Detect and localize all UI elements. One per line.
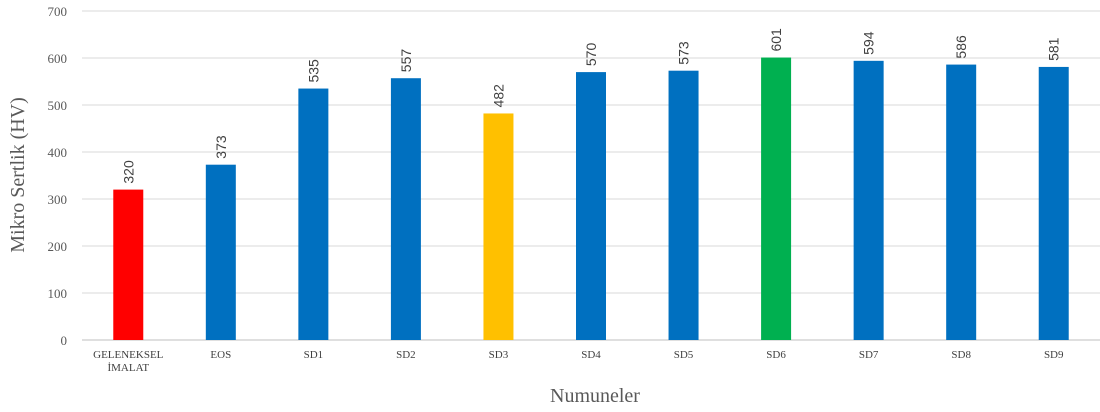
bar [853, 60, 884, 340]
data-labels: 320 373 535 557 482 570 573 601 594 586 581 [120, 28, 1061, 184]
data-label: 601 [768, 28, 784, 52]
y-tick-label: 0 [61, 333, 68, 348]
data-label: 594 [861, 31, 877, 55]
x-tick-label: SD2 [396, 349, 416, 361]
data-label: 535 [305, 59, 321, 83]
y-tick-label: 700 [48, 4, 68, 19]
data-label: 581 [1046, 37, 1062, 61]
x-tick-label: SD6 [766, 349, 786, 361]
bar [298, 88, 329, 340]
data-label: 373 [213, 135, 229, 159]
data-label: 570 [583, 43, 599, 67]
bar [483, 113, 514, 341]
x-axis-title: Numuneler [550, 385, 640, 407]
bar [205, 164, 236, 340]
bar [390, 78, 421, 341]
bar [1038, 66, 1069, 341]
bars [113, 57, 1069, 341]
data-label: 482 [490, 84, 506, 108]
x-tick-label: SD5 [674, 349, 694, 361]
bar [576, 72, 606, 340]
x-tick-label: SD9 [1044, 349, 1064, 361]
bar [113, 189, 144, 340]
x-axis-categories: GELENEKSEL İMALAT EOS SD1 SD2 SD3 SD4 SD5 SD6 SD7… [93, 349, 1064, 374]
x-tick-label: EOS [210, 349, 231, 361]
y-tick-label: 400 [48, 145, 68, 160]
data-label: 557 [398, 49, 414, 73]
x-tick-label: SD3 [489, 349, 509, 361]
data-label: 573 [676, 41, 692, 65]
x-tick-label: SD7 [859, 349, 879, 361]
x-tick-label: SD8 [951, 349, 971, 361]
y-tick-label: 600 [48, 51, 68, 66]
bar [946, 64, 977, 340]
x-tick-label: GELENEKSEL İMALAT [93, 349, 164, 374]
x-tick-label: SD1 [304, 349, 324, 361]
data-label: 320 [120, 160, 136, 184]
y-tick-label: 200 [48, 239, 68, 254]
y-tick-label: 300 [48, 192, 68, 207]
bar [668, 70, 699, 340]
y-tick-label: 100 [48, 286, 68, 301]
y-axis-title: Mikro Sertlik (HV) [7, 97, 29, 253]
y-axis-ticks: 0 100 200 300 400 500 600 700 [48, 4, 68, 348]
bar [761, 57, 792, 340]
y-tick-label: 500 [48, 98, 68, 113]
x-tick-label: SD4 [581, 349, 601, 361]
data-label: 586 [953, 35, 969, 59]
